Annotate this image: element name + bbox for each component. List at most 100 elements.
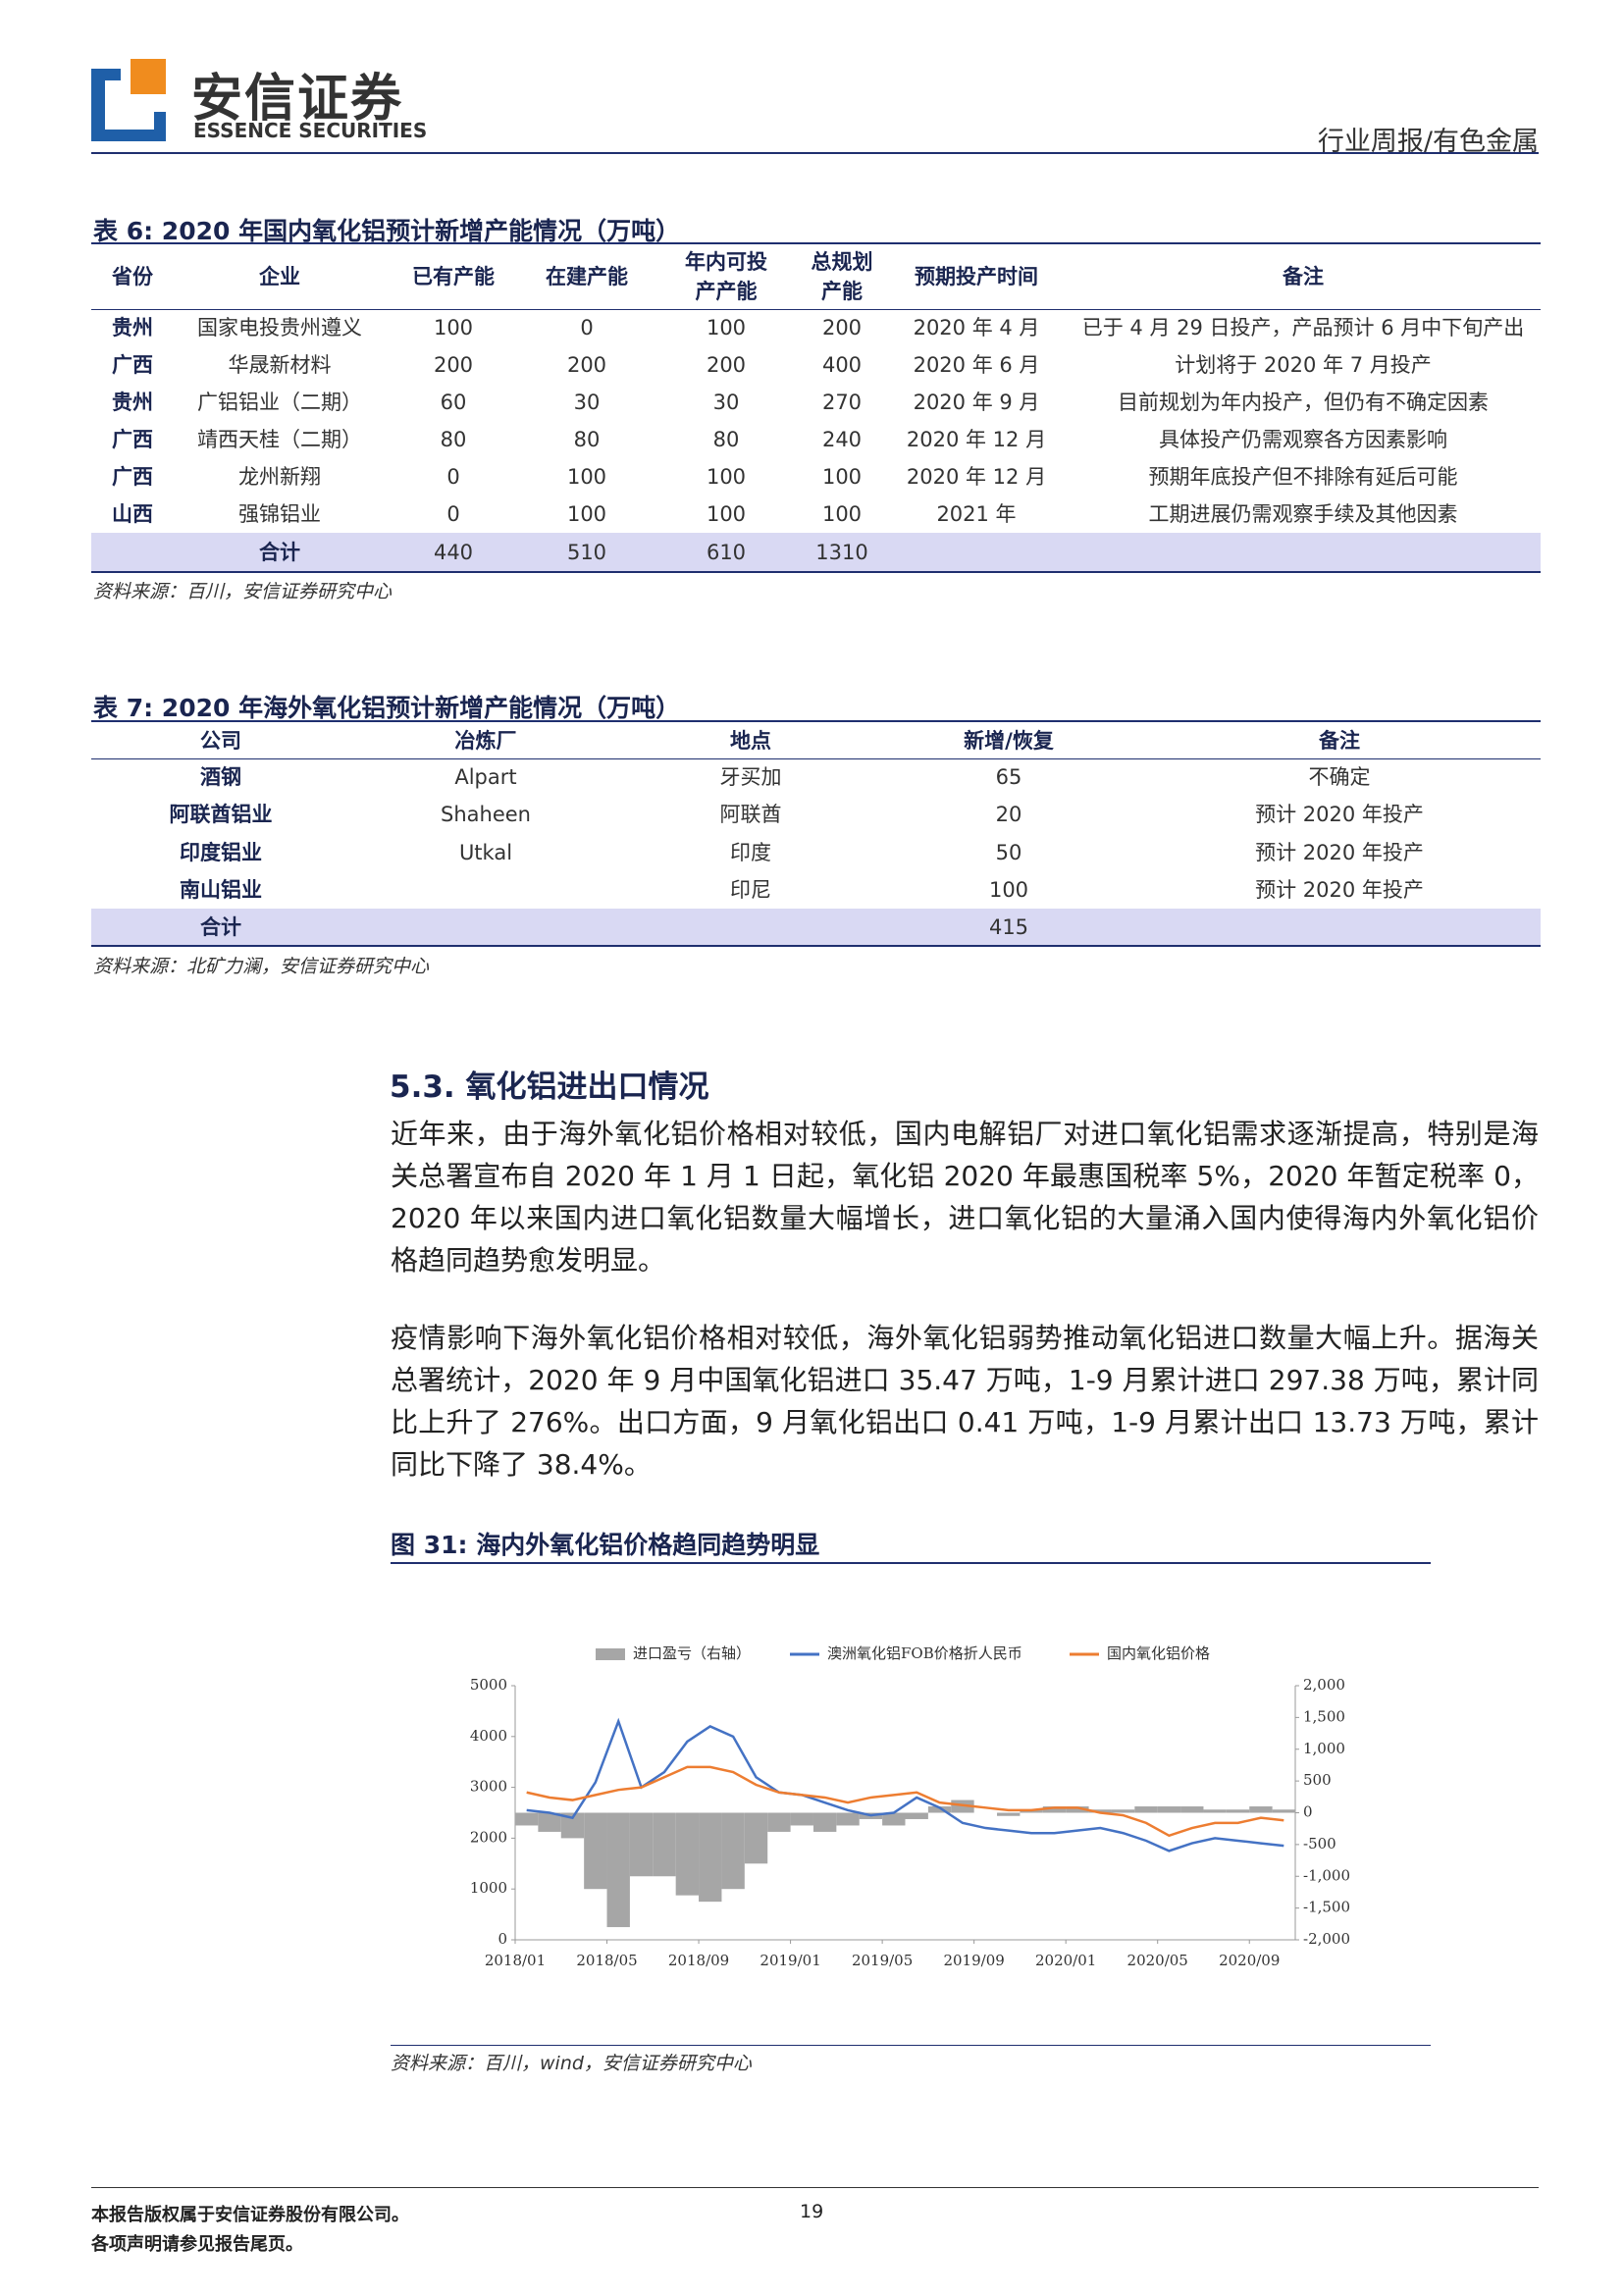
bar [1088, 1809, 1112, 1813]
logo-cn: 安信证券 [191, 70, 404, 129]
legend-label: 进口盈亏（右轴） [633, 1644, 751, 1662]
table-cell: 南山铝业 [180, 877, 262, 902]
section-label: 行业周报/有色金属 [1317, 127, 1539, 157]
table-cell: 冶炼厂 [454, 728, 517, 753]
table-cell: 0 [580, 316, 594, 339]
y2-tick-label: 1,500 [1303, 1707, 1345, 1725]
bar [560, 1812, 585, 1839]
table-cell: 阿联酋 [719, 803, 782, 827]
table-rule [91, 945, 1541, 947]
bar [951, 1800, 974, 1813]
table-cell: 印度铝业 [180, 840, 262, 864]
page-number: 19 [800, 2201, 824, 2222]
table-cell: 不确定 [1308, 765, 1371, 790]
bar [1042, 1806, 1067, 1813]
table-cell: 新增/恢复 [964, 728, 1054, 753]
table-cell: 备注 [1283, 265, 1324, 288]
bar [606, 1812, 630, 1928]
table-cell: 510 [566, 540, 607, 564]
table-cell: 100 [566, 502, 607, 526]
x-tick-label: 2020/09 [1219, 1952, 1280, 1969]
bar [927, 1806, 952, 1813]
y-tick-label: 2000 [470, 1828, 507, 1846]
table-cell: 270 [821, 391, 863, 414]
table-cell: 0 [446, 502, 460, 526]
bar [629, 1812, 654, 1877]
table-cell: 2020 年 9 月 [913, 391, 1040, 414]
table-caption: 表 6: 2020 年国内氧化铝预计新增产能情况（万吨） [93, 217, 681, 245]
table-rule [91, 309, 1541, 310]
table-caption: 表 7: 2020 年海外氧化铝预计新增产能情况（万吨） [93, 694, 681, 722]
logo-mark [91, 59, 166, 141]
table-cell: 合计 [259, 540, 300, 564]
table-cell: 贵州 [112, 316, 153, 339]
table-cell: 100 [706, 316, 747, 339]
bar [1272, 1809, 1295, 1813]
bar [699, 1812, 722, 1903]
table-cell: 预计 2020 年投产 [1255, 840, 1424, 864]
x-tick-label: 2019/05 [852, 1952, 913, 1969]
table-cell: 合计 [200, 914, 241, 939]
y2-tick-label: -2,000 [1303, 1930, 1350, 1948]
x-tick-label: 2019/09 [943, 1952, 1004, 1969]
table-cell: Shaheen [441, 803, 531, 827]
table-cell: 牙买加 [719, 765, 782, 790]
table-cell: 100 [821, 502, 863, 526]
y2-tick-label: 2,000 [1303, 1676, 1345, 1694]
table-cell: 200 [566, 353, 607, 377]
table-cell: 100 [566, 465, 607, 489]
y2-tick-label: -500 [1303, 1835, 1336, 1852]
bar [721, 1812, 745, 1890]
table-cell: 已于 4 月 29 日投产，产品预计 6 月中下旬产出 [1081, 316, 1525, 339]
table-cell: 440 [433, 540, 474, 564]
bar [1203, 1809, 1227, 1813]
total-row [91, 909, 1541, 945]
y-tick-label: 0 [498, 1930, 507, 1948]
table-cell: 龙州新翔 [238, 465, 321, 489]
table-cell: 企业 [259, 265, 300, 288]
y-tick-label: 1000 [470, 1879, 507, 1897]
y2-tick-label: 0 [1303, 1803, 1313, 1821]
paragraph: 疫情影响下海外氧化铝价格相对较低，海外氧化铝弱势推动氧化铝进口数量大幅上升。据海… [391, 1322, 1539, 1481]
table-cell: 100 [706, 502, 747, 526]
bar [515, 1812, 539, 1826]
bar [812, 1812, 837, 1832]
table-cell: 备注 [1319, 728, 1360, 753]
table-cell: 贵州 [112, 391, 153, 414]
table-cell: 415 [988, 914, 1029, 939]
x-tick-label: 2020/01 [1035, 1952, 1096, 1969]
section-heading: 5.3. 氧化铝进出口情况 [390, 1070, 709, 1105]
table-cell: 预计 2020 年投产 [1255, 803, 1424, 827]
table-cell: 50 [995, 840, 1022, 864]
bar [836, 1812, 860, 1826]
y2-tick-label: 1,000 [1303, 1740, 1345, 1757]
x-tick-label: 2018/05 [576, 1952, 637, 1969]
table-cell: 华晟新材料 [228, 353, 332, 377]
bar [997, 1812, 1021, 1816]
table-cell: 地点 [730, 728, 771, 753]
table-cell: 印度 [730, 840, 771, 864]
table-cell: 610 [706, 540, 747, 564]
bar [1111, 1809, 1135, 1813]
bar [882, 1812, 906, 1826]
table-cell: 广铝铝业（二期） [197, 391, 362, 414]
figure-rule [391, 2045, 1431, 2046]
table-rule [91, 758, 1541, 759]
figure-rule [391, 1562, 1431, 1564]
footer-notice: 各项声明请参见报告尾页。 [91, 2234, 303, 2255]
table-cell: 20 [995, 803, 1022, 827]
bar [584, 1812, 607, 1890]
table-cell: 广西 [112, 428, 153, 451]
table-cell: 广西 [112, 353, 153, 377]
table-cell: Alpart [454, 765, 517, 790]
table-cell: 酒钢 [200, 765, 241, 790]
bar [790, 1812, 813, 1826]
bar [1249, 1806, 1273, 1813]
table-cell: 2020 年 12 月 [906, 465, 1047, 489]
table-rule [91, 720, 1541, 722]
table-cell: 总规划产能 [811, 250, 873, 303]
table-cell: 工期进展仍需观察手续及其他因素 [1148, 502, 1458, 526]
table-cell: 2020 年 4 月 [913, 316, 1040, 339]
